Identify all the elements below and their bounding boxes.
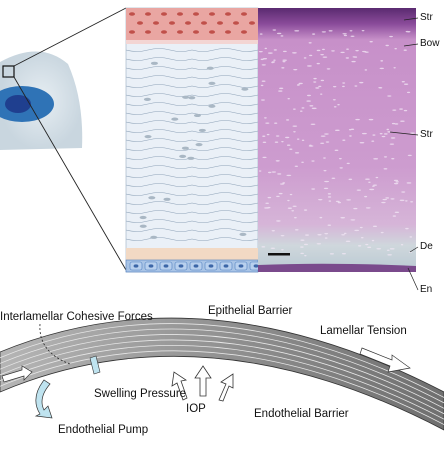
- endothelial-pump-arrow: [34, 379, 53, 419]
- cohesive-pointer: [39, 323, 71, 365]
- label-descemet: De: [420, 241, 433, 252]
- label-bowman: Bow: [420, 38, 440, 49]
- eye-thumbnail: [0, 51, 83, 151]
- label-iop: IOP: [186, 403, 206, 415]
- cornea-mechanics-diagram: [0, 317, 444, 431]
- label-stroma-top: Str: [420, 12, 433, 23]
- swelling-pressure-arrow: [89, 355, 101, 375]
- label-stroma: Str: [420, 129, 433, 140]
- label-cohesive-forces: Interlamellar Cohesive Forces: [0, 311, 153, 323]
- label-leaders: [389, 17, 419, 291]
- schematic-panel: [125, 7, 263, 273]
- label-lamellar-tension: Lamellar Tension: [320, 325, 407, 337]
- label-endothelial-barrier: Endothelial Barrier: [254, 408, 349, 420]
- scale-bar: [268, 253, 290, 256]
- label-epithelial-barrier: Epithelial Barrier: [208, 305, 293, 317]
- descemet-layer: [126, 248, 258, 260]
- histology-panel: [258, 8, 416, 272]
- lamellar-tension-arrow: [359, 347, 411, 373]
- zoom-line-top: [13, 7, 127, 67]
- label-swelling-pressure: Swelling Pressure: [94, 388, 187, 400]
- iop-arrows: [171, 365, 234, 402]
- label-endothelial-pump: Endothelial Pump: [58, 424, 149, 436]
- zoom-line-bottom: [13, 76, 127, 271]
- zoom-box: [2, 65, 15, 78]
- left-tension-arrow: [1, 365, 33, 383]
- corneal-band: [0, 317, 444, 431]
- label-endothelium: En: [420, 284, 433, 295]
